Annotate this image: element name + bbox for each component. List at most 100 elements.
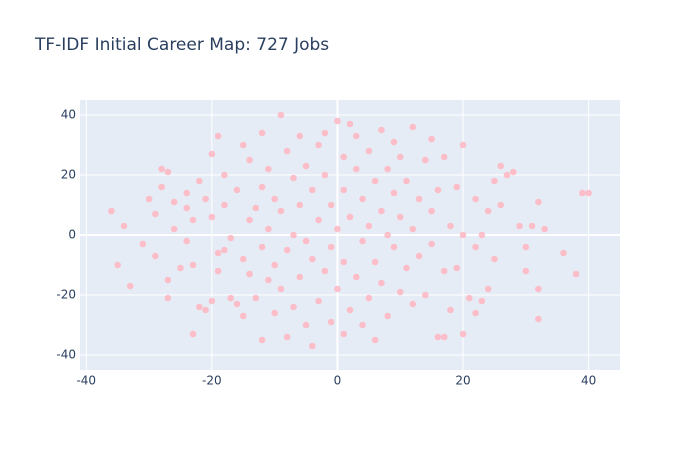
y-tick-label: -40 bbox=[56, 348, 76, 362]
point bbox=[283, 333, 291, 341]
point bbox=[409, 123, 417, 131]
point bbox=[453, 264, 461, 272]
point bbox=[484, 285, 492, 293]
point bbox=[239, 255, 247, 263]
point bbox=[327, 243, 335, 251]
point bbox=[440, 333, 448, 341]
point bbox=[415, 252, 423, 260]
y-tick-label: -20 bbox=[56, 288, 76, 302]
point bbox=[302, 237, 310, 245]
point bbox=[145, 195, 153, 203]
point bbox=[164, 168, 172, 176]
point bbox=[252, 294, 260, 302]
point bbox=[484, 207, 492, 215]
point bbox=[497, 201, 504, 209]
point bbox=[403, 177, 410, 185]
x-tick-label: 0 bbox=[334, 374, 342, 388]
point bbox=[359, 195, 366, 203]
point bbox=[466, 294, 473, 302]
point bbox=[459, 330, 467, 338]
point bbox=[252, 204, 260, 212]
point bbox=[221, 171, 228, 179]
point bbox=[202, 195, 209, 203]
point bbox=[296, 273, 304, 281]
point bbox=[459, 141, 467, 149]
point bbox=[258, 129, 266, 137]
point bbox=[453, 183, 461, 191]
point bbox=[509, 168, 517, 176]
point bbox=[535, 285, 542, 293]
x-tick-label: 40 bbox=[581, 374, 596, 388]
point bbox=[447, 222, 454, 230]
point bbox=[340, 186, 348, 194]
point bbox=[126, 282, 134, 290]
point bbox=[183, 237, 191, 245]
point bbox=[277, 111, 285, 119]
point bbox=[503, 171, 511, 179]
point bbox=[265, 276, 272, 284]
point bbox=[296, 132, 304, 140]
point bbox=[315, 297, 322, 305]
point bbox=[208, 150, 216, 158]
point bbox=[309, 255, 316, 263]
point bbox=[409, 225, 417, 233]
point bbox=[321, 129, 329, 137]
point bbox=[585, 189, 592, 197]
point bbox=[189, 216, 197, 224]
point bbox=[108, 207, 115, 215]
point bbox=[327, 318, 335, 326]
point bbox=[246, 216, 253, 224]
point bbox=[152, 252, 159, 260]
point bbox=[396, 288, 404, 296]
point bbox=[390, 138, 398, 146]
point bbox=[522, 243, 530, 251]
point bbox=[233, 186, 241, 194]
point bbox=[183, 204, 191, 212]
point bbox=[440, 267, 448, 275]
point bbox=[535, 198, 542, 206]
point bbox=[478, 231, 486, 239]
point bbox=[221, 246, 228, 254]
point bbox=[472, 243, 479, 251]
point bbox=[352, 165, 360, 173]
point bbox=[359, 321, 366, 329]
point bbox=[415, 195, 423, 203]
point bbox=[321, 267, 329, 275]
point bbox=[265, 225, 272, 233]
point bbox=[277, 285, 285, 293]
point bbox=[214, 132, 222, 140]
point bbox=[516, 222, 523, 230]
point bbox=[327, 201, 335, 209]
point bbox=[309, 186, 316, 194]
point bbox=[340, 153, 348, 161]
point bbox=[422, 156, 429, 164]
point bbox=[246, 270, 253, 278]
point bbox=[528, 222, 536, 230]
point bbox=[189, 261, 197, 269]
point bbox=[158, 165, 165, 173]
point bbox=[196, 177, 203, 185]
point bbox=[258, 243, 266, 251]
point bbox=[152, 210, 159, 218]
point bbox=[315, 141, 322, 149]
point bbox=[428, 240, 435, 248]
point bbox=[541, 225, 548, 233]
point bbox=[396, 213, 404, 221]
point bbox=[522, 267, 530, 275]
point bbox=[334, 117, 341, 125]
point bbox=[183, 189, 191, 197]
y-tick-label: 40 bbox=[61, 108, 76, 122]
point bbox=[239, 312, 247, 320]
point bbox=[478, 297, 486, 305]
point bbox=[227, 294, 234, 302]
point bbox=[390, 243, 398, 251]
x-tick-label: -20 bbox=[202, 374, 222, 388]
point bbox=[422, 291, 429, 299]
point bbox=[434, 186, 442, 194]
y-tick-label: 0 bbox=[68, 228, 76, 242]
point bbox=[371, 258, 379, 266]
point bbox=[271, 195, 278, 203]
point bbox=[409, 300, 417, 308]
